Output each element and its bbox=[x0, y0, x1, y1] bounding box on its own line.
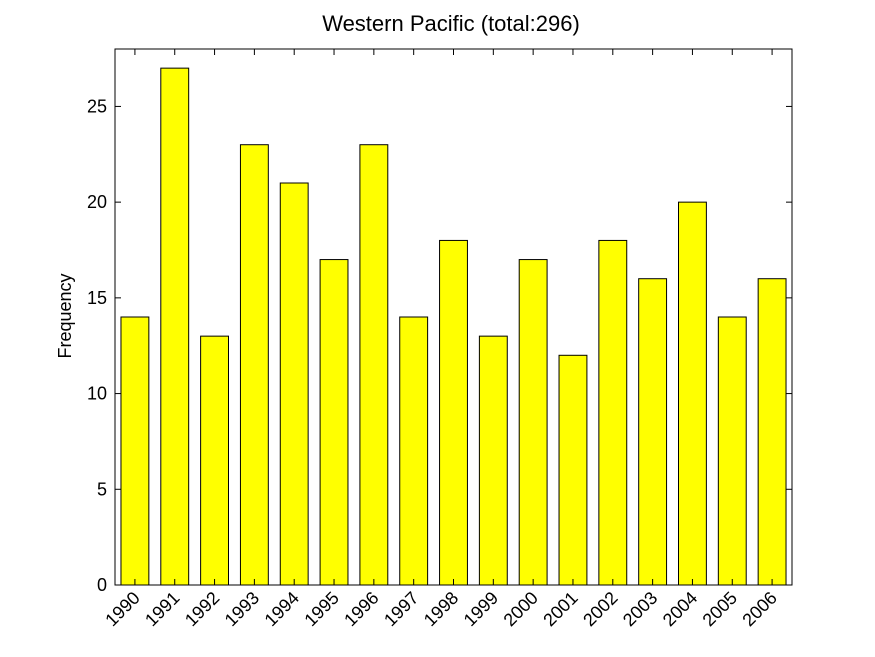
x-tick-label-1996: 1996 bbox=[340, 588, 382, 630]
x-tick-label-1991: 1991 bbox=[141, 588, 183, 630]
x-tick-label-2002: 2002 bbox=[579, 588, 621, 630]
bar-2005 bbox=[717, 316, 747, 586]
bar-1995 bbox=[319, 259, 349, 586]
bar-1993 bbox=[239, 144, 269, 586]
x-tick-label-1997: 1997 bbox=[380, 588, 422, 630]
bar-1992 bbox=[200, 335, 229, 586]
x-tick-label-2000: 2000 bbox=[500, 588, 542, 630]
x-tick-label-2004: 2004 bbox=[659, 588, 701, 630]
x-tick-label-1990: 1990 bbox=[101, 588, 143, 630]
x-tick-label-1994: 1994 bbox=[261, 588, 303, 630]
x-tick-label-2006: 2006 bbox=[738, 588, 780, 630]
bar-1997 bbox=[399, 316, 429, 586]
y-tick-label-20: 20 bbox=[87, 192, 107, 212]
bar-2002 bbox=[598, 239, 628, 586]
bar-1998 bbox=[439, 239, 468, 586]
x-tick-label-1995: 1995 bbox=[300, 588, 342, 630]
y-tick-label-5: 5 bbox=[97, 479, 107, 499]
bar-1994 bbox=[279, 182, 309, 586]
y-tick-label-0: 0 bbox=[97, 575, 107, 595]
bar-1999 bbox=[478, 335, 508, 586]
x-tick-label-1993: 1993 bbox=[221, 588, 263, 630]
y-tick-label-25: 25 bbox=[87, 96, 107, 116]
plot-frame bbox=[114, 48, 793, 586]
y-tick-label-15: 15 bbox=[87, 288, 107, 308]
bar-2001 bbox=[558, 354, 588, 586]
x-tick-label-2003: 2003 bbox=[619, 588, 661, 630]
x-tick-label-2001: 2001 bbox=[539, 588, 581, 630]
x-tick-label-2005: 2005 bbox=[699, 588, 741, 630]
y-axis-label: Frequency bbox=[55, 273, 75, 358]
bar-1990 bbox=[120, 316, 150, 586]
bar-1991 bbox=[160, 67, 190, 586]
bar-2003 bbox=[638, 278, 668, 586]
bars-group bbox=[120, 67, 787, 586]
x-tick-label-1998: 1998 bbox=[420, 588, 462, 630]
bar-2006 bbox=[757, 278, 787, 586]
chart-title: Western Pacific (total:296) bbox=[322, 11, 580, 36]
bar-1996 bbox=[359, 144, 389, 586]
bar-2000 bbox=[518, 259, 548, 586]
x-tick-label-1999: 1999 bbox=[460, 588, 502, 630]
bar-2004 bbox=[678, 201, 707, 586]
y-tick-label-10: 10 bbox=[87, 384, 107, 404]
x-tick-label-1992: 1992 bbox=[181, 588, 223, 630]
